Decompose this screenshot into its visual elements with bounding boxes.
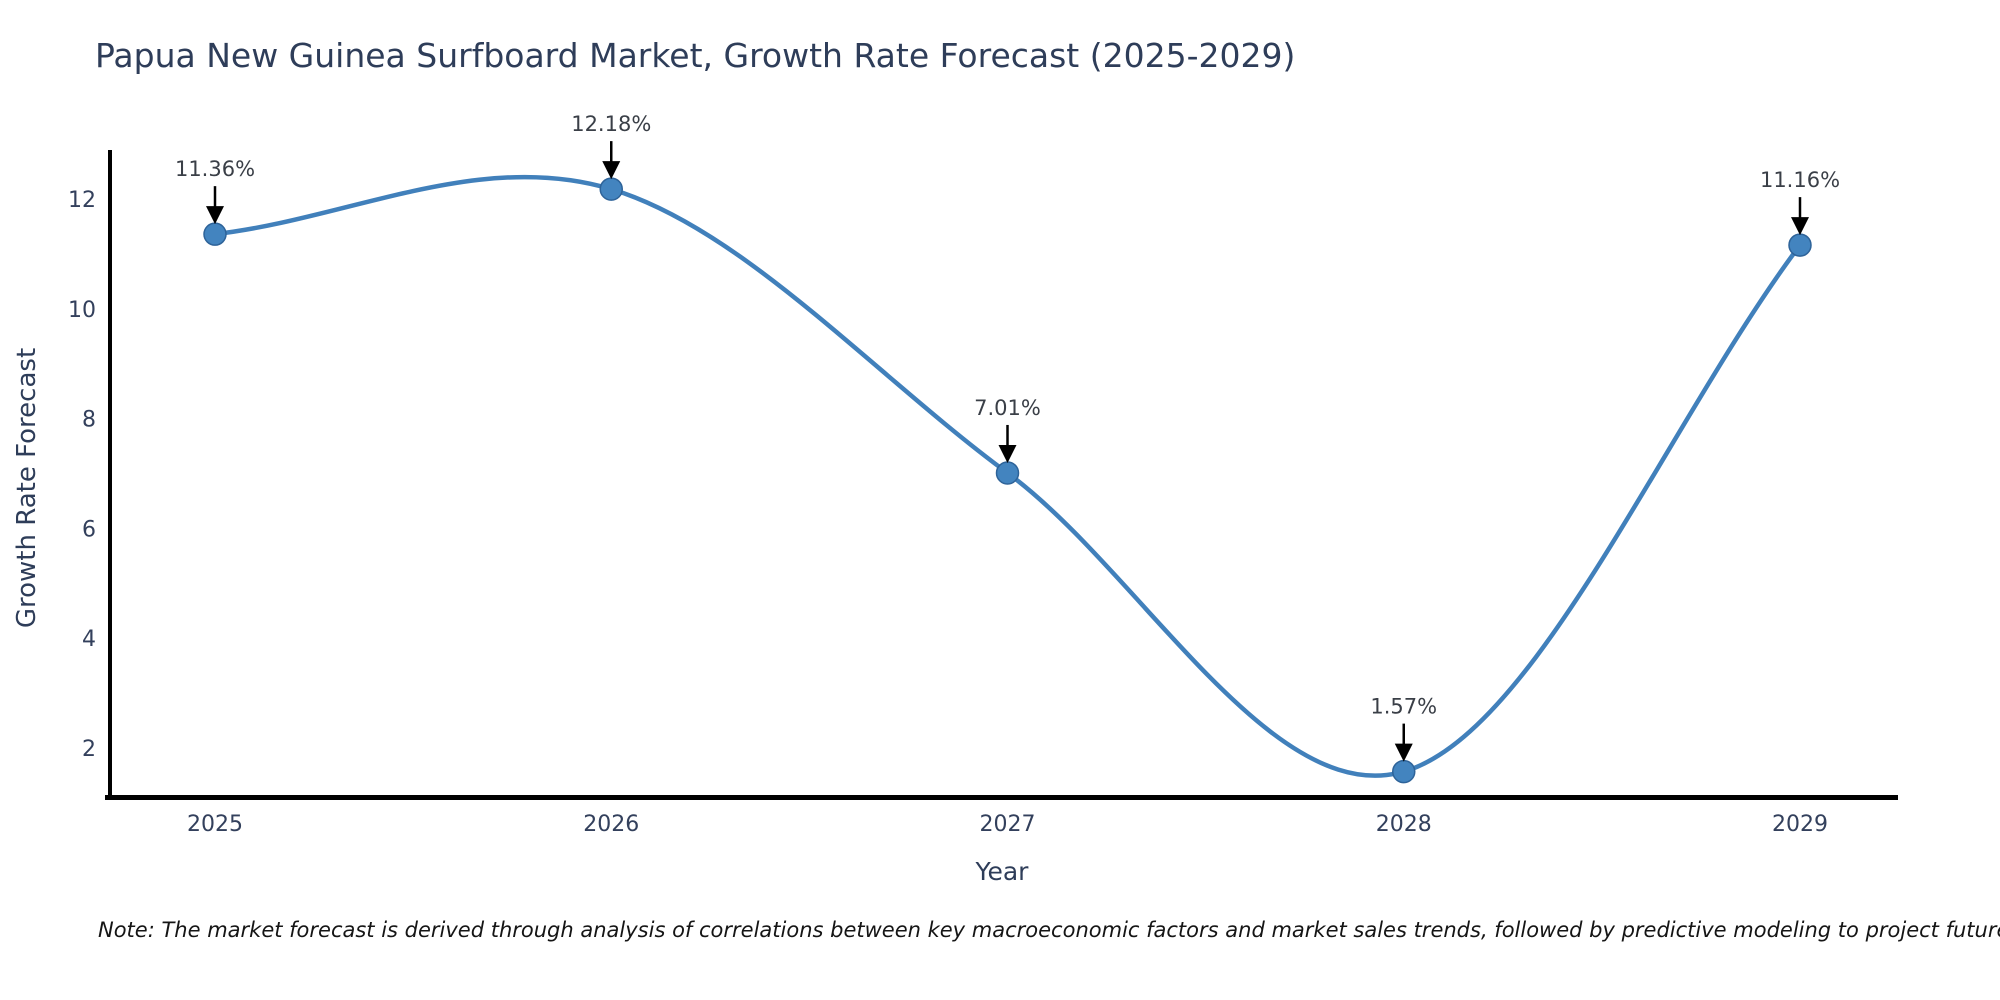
footnote: Note: The market forecast is derived thr… <box>98 918 2000 942</box>
annotation-arrow-head <box>1791 217 1809 236</box>
data-point-label: 12.18% <box>571 112 651 136</box>
x-tick-label: 2026 <box>583 812 639 837</box>
y-tick-label: 6 <box>82 517 96 542</box>
y-tick-label: 2 <box>82 737 96 762</box>
y-axis-title: Growth Rate Forecast <box>12 348 42 628</box>
y-tick-label: 8 <box>82 408 96 433</box>
data-point-label: 1.57% <box>1370 695 1437 719</box>
annotation-arrow-head <box>602 161 621 180</box>
x-tick-label: 2029 <box>1772 812 1828 837</box>
data-point-marker <box>203 222 227 246</box>
annotations-layer: 11.36% 12.18% 7.01% 1.57% 11.16% <box>175 112 1840 762</box>
annotation-arrow-head <box>1394 743 1413 762</box>
x-tick-label: 2025 <box>187 812 243 837</box>
annotation-arrow-head <box>206 206 224 225</box>
x-tick-label: 2028 <box>1376 812 1432 837</box>
x-axis-title: Year <box>975 857 1030 886</box>
data-point-label: 11.36% <box>175 157 255 181</box>
series-layer <box>203 174 1812 784</box>
series-line <box>212 174 1803 778</box>
data-point-marker <box>1788 233 1812 257</box>
x-axis-spine <box>105 795 1898 800</box>
data-point-marker <box>1392 759 1416 784</box>
y-tick-label: 12 <box>68 188 96 213</box>
data-point-marker <box>995 461 1020 485</box>
y-tick-label: 10 <box>68 298 96 323</box>
annotation-arrow-head <box>998 444 1017 463</box>
chart-title: Papua New Guinea Surfboard Market, Growt… <box>95 36 1296 75</box>
y-tick-label: 4 <box>82 627 96 652</box>
data-point-label: 7.01% <box>974 396 1041 420</box>
data-point-marker <box>599 177 623 201</box>
data-point-label: 11.16% <box>1760 168 1840 192</box>
y-axis-spine <box>108 150 112 800</box>
axis-ticks: 2025 2026 2027 2028 2029 2 4 6 8 10 12 <box>68 188 1828 837</box>
x-tick-label: 2027 <box>980 812 1036 837</box>
